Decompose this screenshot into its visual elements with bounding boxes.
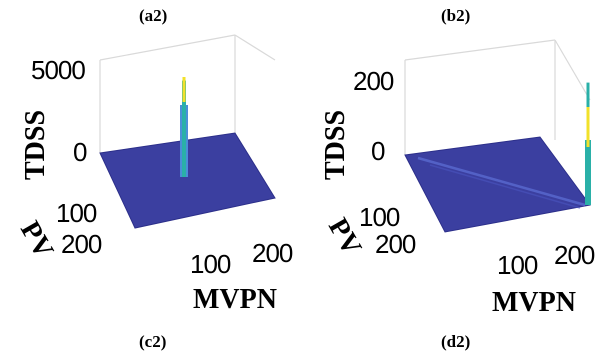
box-edge-top-left <box>404 39 556 61</box>
x-axis-title: MVPN <box>193 284 277 315</box>
panel-label-a2: (a2) <box>139 6 167 25</box>
panel-label-b2: (b2) <box>441 6 470 25</box>
spike-tip <box>182 77 186 102</box>
surface-ridge <box>417 156 586 207</box>
x-axis-title: MVPN <box>492 287 576 318</box>
x-tick-200: 200 <box>554 240 595 270</box>
box-edge-top-right <box>234 34 276 61</box>
y-tick-200: 200 <box>375 229 416 259</box>
peak-spike <box>180 77 188 177</box>
panel-label-c2: (c2) <box>139 332 166 351</box>
z-tick-200: 200 <box>353 66 394 96</box>
y-tick-100: 100 <box>56 198 97 228</box>
y-axis-title: PV <box>14 216 60 264</box>
chart-b2: 200 0 TDSS 100 200 PV 100 200 MVPN <box>320 39 596 318</box>
box-edge-top-right <box>554 39 591 101</box>
z-tick-0: 0 <box>73 137 87 167</box>
z-axis-title: TDSS <box>20 110 51 180</box>
x-tick-100: 100 <box>190 249 231 279</box>
spike-core <box>182 80 186 177</box>
x-tick-100: 100 <box>497 250 538 280</box>
chart-a2: 5000 0 TDSS 100 200 PV 100 200 MVPN <box>14 34 294 315</box>
y-tick-200: 200 <box>61 229 102 259</box>
z-axis-title: TDSS <box>320 110 351 180</box>
z-tick-5000: 5000 <box>31 55 85 85</box>
z-tick-0: 0 <box>371 136 385 166</box>
panel-label-d2: (d2) <box>441 332 470 351</box>
y-tick-100: 100 <box>359 202 400 232</box>
box-edge-top-left <box>99 34 236 61</box>
peak-spike <box>585 82 591 205</box>
surface-plane <box>99 132 276 229</box>
surface-ridge-faint <box>429 164 581 209</box>
spike-tip <box>586 107 590 147</box>
x-tick-200: 200 <box>252 238 293 268</box>
